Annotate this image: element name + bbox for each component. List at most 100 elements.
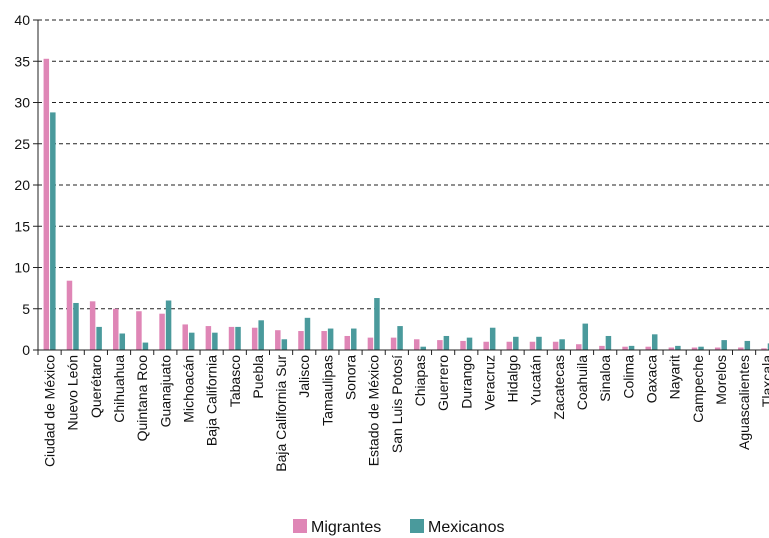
- bar-migrantes: [576, 344, 582, 350]
- y-tick-label: 10: [14, 260, 30, 276]
- x-tick-label: Jalisco: [296, 355, 312, 398]
- bar-mexicanos: [444, 336, 450, 350]
- x-tick-label: Coahuila: [574, 355, 590, 410]
- x-tick-label: Morelos: [713, 355, 729, 405]
- bar-migrantes: [414, 339, 420, 350]
- bar-migrantes: [321, 331, 327, 350]
- bar-mexicanos: [559, 339, 565, 350]
- y-tick-label: 15: [14, 218, 30, 234]
- bar-mexicanos: [96, 327, 102, 350]
- x-tick-label: Sinaloa: [597, 355, 613, 402]
- bar-migrantes: [345, 336, 351, 350]
- bar-mexicanos: [629, 346, 635, 350]
- x-tick-label: Yucatán: [528, 355, 544, 406]
- bar-mexicanos: [536, 337, 542, 350]
- bar-mexicanos: [189, 333, 195, 350]
- y-tick-label: 0: [22, 342, 30, 358]
- y-tick-label: 20: [14, 177, 30, 193]
- x-tick-label: Tamaulipas: [319, 355, 335, 426]
- x-tick-label: Aguascalientes: [736, 355, 752, 450]
- bar-mexicanos: [513, 337, 519, 350]
- bar-migrantes: [483, 342, 489, 350]
- bar-migrantes: [182, 324, 188, 350]
- x-tick-label: Oaxaca: [643, 355, 659, 403]
- bar-migrantes: [530, 342, 536, 350]
- bar-mexicanos: [606, 336, 612, 350]
- x-tick-label: Zacatecas: [551, 355, 567, 420]
- x-tick-label: Guerrero: [435, 355, 451, 411]
- x-tick-label: Hidalgo: [505, 355, 521, 403]
- bar-mexicanos: [745, 341, 751, 350]
- bar-migrantes: [113, 309, 119, 350]
- x-tick-label: Quintana Roo: [134, 355, 150, 442]
- x-tick-label: Colima: [620, 355, 636, 399]
- x-tick-label: Nayarit: [667, 355, 683, 399]
- bar-migrantes: [437, 340, 443, 350]
- bar-mexicanos: [351, 329, 357, 350]
- x-tick-label: Durango: [458, 355, 474, 409]
- bar-migrantes: [553, 342, 559, 350]
- bar-migrantes: [229, 327, 235, 350]
- x-tick-label: Michoacán: [180, 355, 196, 423]
- x-tick-label: Baja California: [204, 355, 220, 446]
- x-tick-label: Ciudad de México: [42, 355, 58, 467]
- x-tick-label: Campeche: [690, 355, 706, 423]
- legend-swatch-mexicanos: [410, 519, 424, 533]
- y-axis-ticks: 0 5 10 15 20 25 30 35 40: [14, 12, 38, 358]
- x-tick-label: Chihuahua: [111, 355, 127, 423]
- bar-migrantes: [599, 346, 605, 350]
- bar-migrantes: [44, 59, 50, 350]
- x-tick-label: San Luis Potosí: [389, 355, 405, 453]
- x-tick-label: Estado de México: [366, 355, 382, 466]
- legend-swatch-migrantes: [293, 519, 307, 533]
- bar-mexicanos: [120, 334, 126, 351]
- bar-migrantes: [136, 311, 142, 350]
- x-tick-label: Tabasco: [227, 355, 243, 407]
- x-tick-label: Veracruz: [481, 355, 497, 410]
- y-tick-label: 40: [14, 12, 30, 28]
- bar-mexicanos: [652, 334, 658, 350]
- x-tick-label: Puebla: [250, 355, 266, 399]
- bar-mexicanos: [721, 340, 727, 350]
- bar-mexicanos: [490, 328, 496, 350]
- y-tick-label: 5: [22, 301, 30, 317]
- bar-mexicanos: [258, 320, 264, 350]
- x-tick-label: Chiapas: [412, 355, 428, 406]
- bar-migrantes: [90, 301, 96, 350]
- bar-mexicanos: [374, 298, 380, 350]
- bar-migrantes: [460, 341, 466, 350]
- x-tick-label: Baja California Sur: [273, 355, 289, 472]
- gridlines: [38, 20, 769, 309]
- bar-migrantes: [507, 342, 513, 350]
- legend-label-migrantes: Migrantes: [311, 519, 381, 536]
- bar-mexicanos: [397, 326, 403, 350]
- bar-mexicanos: [235, 327, 241, 350]
- bar-mexicanos: [282, 339, 288, 350]
- x-axis-labels: Ciudad de México Nuevo León Querétaro Chihu…: [38, 350, 769, 472]
- bar-mexicanos: [73, 303, 79, 350]
- bar-migrantes: [159, 314, 165, 350]
- bar-mexicanos: [328, 329, 334, 350]
- bar-migrantes: [391, 338, 397, 350]
- bar-mexicanos: [675, 346, 681, 350]
- bar-migrantes: [206, 326, 212, 350]
- y-tick-label: 25: [14, 136, 30, 152]
- legend: Migrantes Mexicanos: [293, 519, 504, 536]
- bar-mexicanos: [143, 343, 149, 350]
- x-tick-label: Sonora: [343, 355, 359, 400]
- bar-mexicanos: [583, 324, 589, 350]
- bar-migrantes: [368, 338, 374, 350]
- bar-mexicanos: [212, 333, 218, 350]
- bar-migrantes: [298, 331, 304, 350]
- y-tick-label: 35: [14, 53, 30, 69]
- x-tick-label: Guanajuato: [157, 355, 173, 428]
- y-tick-label: 30: [14, 95, 30, 111]
- bar-migrantes: [252, 328, 257, 350]
- x-tick-label: Querétaro: [88, 355, 104, 418]
- bar-migrantes: [67, 281, 73, 350]
- legend-label-mexicanos: Mexicanos: [428, 519, 504, 536]
- bar-mexicanos: [467, 338, 473, 350]
- x-tick-label: Nuevo León: [65, 355, 81, 431]
- bar-migrantes: [275, 330, 281, 350]
